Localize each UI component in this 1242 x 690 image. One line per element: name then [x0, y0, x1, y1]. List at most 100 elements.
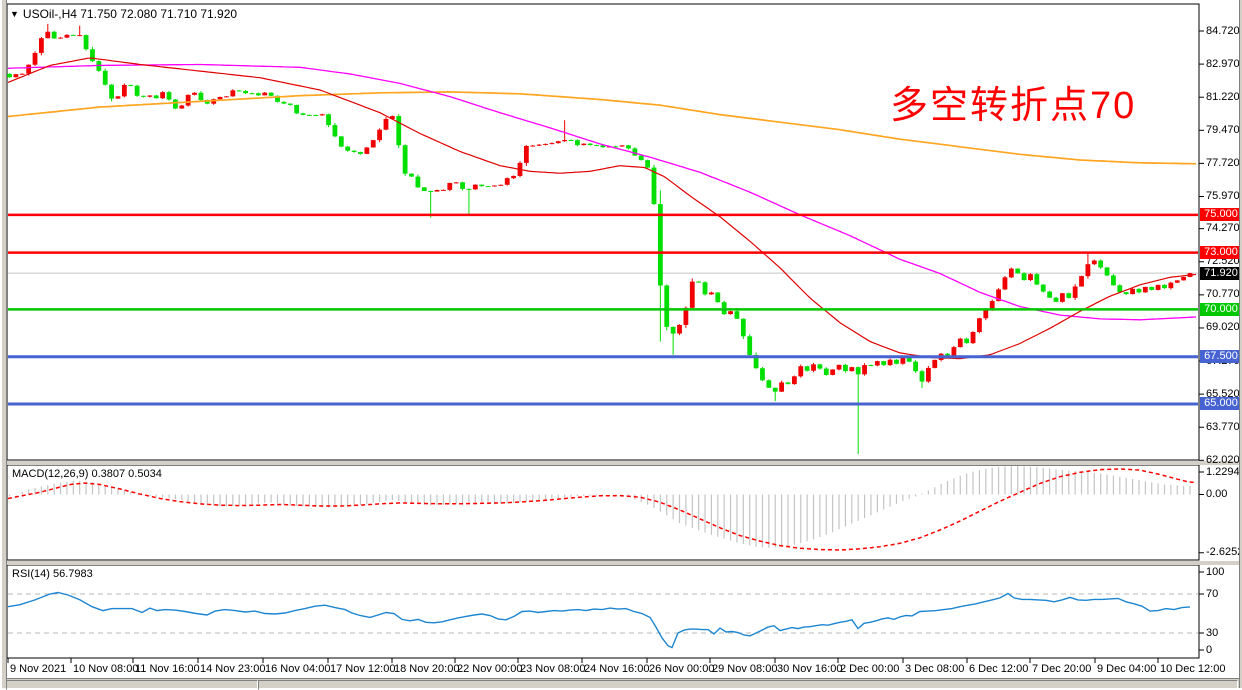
chart-title-text: USOil-,H4 71.750 72.080 71.710 71.920	[22, 7, 238, 21]
candle-body	[843, 364, 848, 372]
price-badge-67.500: 67.500	[1200, 350, 1242, 364]
time-axis-label[interactable]: 10 Nov 08:00	[73, 663, 139, 675]
candle-body	[1059, 293, 1065, 302]
candle-body	[64, 34, 70, 38]
candle-body	[1040, 284, 1046, 292]
time-axis-label[interactable]: 18 Nov 20:00	[394, 663, 460, 675]
candle-body	[128, 84, 134, 86]
chart-text-annotation[interactable]: 多空转折点70	[890, 85, 1137, 127]
candle-body	[1117, 285, 1123, 293]
candle-body	[1181, 276, 1187, 281]
price-axis-label[interactable]: 81.220	[1206, 90, 1240, 103]
time-axis-label[interactable]: 16 Nov 04:00	[265, 663, 331, 675]
candle-body	[983, 309, 989, 319]
time-axis-label[interactable]: 23 Nov 08:00	[520, 663, 586, 675]
candle-body	[90, 49, 95, 62]
price-axis-label[interactable]: 84.720	[1206, 24, 1240, 37]
candle-body	[951, 347, 957, 357]
candle-body	[160, 92, 166, 99]
candle-body	[734, 311, 740, 319]
candle-body	[58, 37, 63, 39]
price-badge-65.000: 65.000	[1200, 397, 1242, 411]
candle-body	[281, 101, 287, 104]
rsi-axis-label[interactable]: 100	[1206, 565, 1225, 578]
price-axis-label[interactable]: 62.020	[1206, 453, 1240, 466]
candle-body	[185, 94, 191, 106]
candle-body	[402, 145, 408, 174]
candle-body	[243, 90, 249, 94]
candle-body	[785, 382, 791, 385]
time-axis-label[interactable]: 9 Dec 04:00	[1097, 663, 1157, 675]
candle-body	[313, 114, 319, 116]
price-axis-label[interactable]: 82.970	[1206, 57, 1240, 70]
candle-body	[83, 35, 89, 50]
time-axis-label[interactable]: 24 Nov 16:00	[584, 663, 650, 675]
time-axis-label[interactable]: 30 Nov 16:00	[777, 663, 843, 675]
time-axis-label[interactable]: 6 Dec 12:00	[969, 663, 1029, 675]
panel-divider[interactable]	[0, 561, 1242, 565]
candle-body	[925, 367, 931, 382]
rsi-axis-label[interactable]: 30	[1206, 626, 1219, 639]
time-axis-label[interactable]: 14 Nov 23:00	[200, 663, 266, 675]
candle-body	[147, 95, 153, 97]
price-axis-label[interactable]: 70.770	[1206, 288, 1240, 301]
time-axis-label[interactable]: 26 Nov 00:00	[649, 663, 715, 675]
candle-body	[587, 143, 593, 146]
candle-body	[1079, 276, 1084, 287]
time-axis-label[interactable]: 7 Dec 20:00	[1032, 663, 1092, 675]
time-axis-label[interactable]: 17 Nov 12:00	[330, 663, 396, 675]
candle-body	[364, 147, 370, 154]
time-axis-label[interactable]: 9 Nov 2021	[10, 663, 67, 675]
price-axis-label[interactable]: 75.970	[1206, 189, 1240, 202]
candle-body	[868, 365, 874, 367]
price-axis-label[interactable]: 65.520	[1206, 387, 1240, 400]
ma-fast-line	[7, 57, 1197, 360]
price-axis-label[interactable]: 74.270	[1206, 222, 1240, 235]
time-axis-label[interactable]: 10 Dec 12:00	[1160, 663, 1226, 675]
price-axis-label[interactable]: 79.470	[1206, 123, 1240, 136]
macd-axis-label[interactable]: -2.6252	[1206, 546, 1242, 559]
rsi-axis-label[interactable]: 0	[1206, 643, 1213, 656]
candle-body	[370, 140, 376, 148]
time-axis-label[interactable]: 2 Dec 00:00	[840, 663, 900, 675]
rsi-axis-label[interactable]: 70	[1206, 587, 1219, 600]
rsi-indicator-label: RSI(14) 56.7983	[12, 568, 93, 580]
candle-body	[511, 175, 517, 179]
macd-axis-label[interactable]: 1.2294	[1206, 465, 1240, 478]
candle-body	[1136, 288, 1142, 293]
candle-body	[377, 129, 383, 141]
price-axis-label[interactable]: 77.720	[1206, 156, 1240, 169]
candle-body	[977, 318, 982, 333]
candle-body	[932, 359, 938, 368]
candle-body	[1142, 286, 1148, 293]
candle-body	[600, 145, 606, 148]
candle-body	[1021, 273, 1027, 281]
candle-body	[1174, 280, 1180, 283]
panel-divider[interactable]	[0, 461, 1242, 465]
candle-body	[358, 151, 363, 154]
macd-axis-label[interactable]: 0.00	[1206, 488, 1228, 500]
candle-body	[753, 354, 759, 369]
candle-body	[26, 64, 32, 74]
price-axis-label[interactable]: 63.770	[1206, 420, 1240, 433]
symbol-dropdown-arrow[interactable]: ▼	[10, 9, 19, 19]
candle-body	[849, 367, 855, 372]
time-axis-label[interactable]: 29 Nov 08:00	[712, 663, 778, 675]
time-axis-label[interactable]: 3 Dec 08:00	[905, 663, 965, 675]
time-axis-label[interactable]: 22 Nov 00:00	[457, 663, 523, 675]
candle-body	[236, 90, 242, 92]
price-badge-70.000: 70.000	[1200, 302, 1242, 316]
candle-body	[817, 364, 823, 369]
status-bar-cell	[6, 680, 258, 690]
candle-body	[389, 116, 395, 119]
time-axis-label[interactable]: 11 Nov 16:00	[135, 663, 200, 675]
candle-body	[1111, 275, 1116, 286]
price-badge-71.920: 71.920	[1200, 266, 1242, 280]
candle-body	[913, 361, 919, 372]
candle-body	[479, 184, 485, 187]
price-axis-label[interactable]: 69.020	[1206, 321, 1240, 334]
candle-body	[345, 146, 351, 151]
candle-body	[287, 103, 293, 105]
